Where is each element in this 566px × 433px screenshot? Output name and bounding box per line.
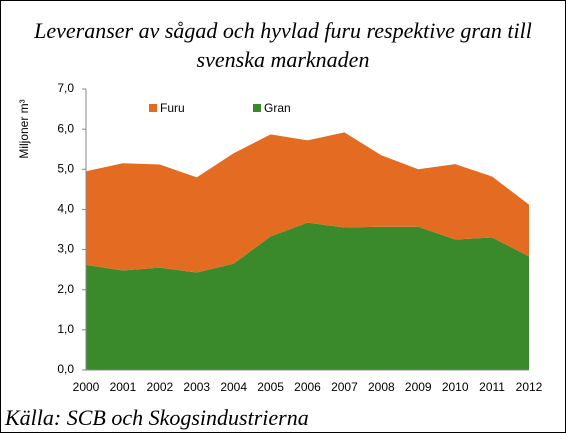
legend-label: Furu — [160, 101, 185, 115]
y-tick-label: 3,0 — [57, 242, 74, 256]
y-tick-label: 1,0 — [57, 322, 74, 336]
x-tick-label: 2006 — [294, 380, 321, 394]
x-tick-label: 2000 — [73, 380, 100, 394]
legend-swatch — [149, 104, 157, 112]
area — [86, 132, 529, 273]
x-tick-label: 2008 — [368, 380, 395, 394]
y-tick-label: 6,0 — [57, 121, 74, 135]
x-tick-label: 2004 — [220, 380, 247, 394]
y-tick-label: 7,0 — [57, 81, 74, 95]
x-tick-label: 2002 — [146, 380, 173, 394]
y-tick-label: 5,0 — [57, 161, 74, 175]
x-tick-label: 2010 — [442, 380, 469, 394]
source-note: Källa: SCB och Skogsindustrierna — [5, 405, 309, 430]
y-tick-label: 2,0 — [57, 282, 74, 296]
x-tick-label: 2009 — [405, 380, 432, 394]
y-tick-label: 0,0 — [57, 362, 74, 376]
x-tick-label: 2012 — [516, 380, 543, 394]
y-axis-label: Miljoner m³ — [17, 99, 31, 158]
legend-swatch — [253, 104, 261, 112]
chart-title: Leveranser av sågad och hyvlad furu resp… — [34, 18, 532, 72]
x-tick-label: 2011 — [479, 380, 505, 394]
x-tick-label: 2007 — [331, 380, 358, 394]
x-tick-label: 2003 — [183, 380, 210, 394]
x-tick-label: 2001 — [110, 380, 137, 394]
legend-label: Gran — [264, 101, 291, 115]
y-tick-label: 4,0 — [57, 202, 74, 216]
x-tick-label: 2005 — [257, 380, 284, 394]
area — [86, 222, 529, 370]
